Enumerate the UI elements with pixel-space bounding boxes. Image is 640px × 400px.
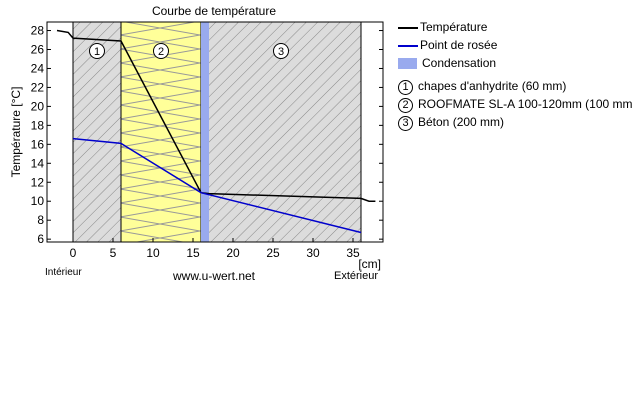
legend-label: Condensation [422, 56, 497, 70]
layer-number-badge: 1 [398, 80, 413, 95]
legend-layer-2: 2 ROOFMATE SL-A 100-120mm (100 mm [398, 97, 633, 113]
x-tick-label: 35 [346, 246, 360, 260]
series-dew-point-line [72, 137, 362, 234]
condensation-zone [201, 22, 209, 242]
y-tick-label: 16 [31, 137, 45, 151]
chart-title: Courbe de température [152, 4, 276, 18]
y-axis-label: Température [°C] [9, 87, 23, 178]
y-tick-label: 6 [37, 232, 44, 246]
legend-dew-point: Point de rosée [398, 38, 497, 52]
condensation-swatch [398, 58, 417, 70]
footer-exterior: Extérieur [334, 270, 378, 282]
layer-2-number: 2 [158, 46, 164, 58]
y-tick-label: 28 [31, 24, 45, 38]
y-tick-label: 22 [31, 80, 45, 94]
y-tick-label: 14 [31, 156, 45, 170]
legend-label: ROOFMATE SL-A 100-120mm (100 mm [418, 97, 633, 111]
y-tick-label: 12 [31, 175, 45, 189]
x-tick-label: 20 [226, 246, 240, 260]
x-tick-label: 5 [110, 246, 117, 260]
x-tick-label: 25 [266, 246, 280, 260]
x-tick-label: 0 [70, 246, 77, 260]
y-tick-label: 20 [31, 99, 45, 113]
layer-number-badge: 3 [398, 116, 413, 131]
y-tick-label: 18 [31, 118, 45, 132]
legend-label: Température [420, 20, 488, 34]
layer-number-badge: 2 [398, 98, 413, 113]
legend-label: Point de rosée [420, 38, 498, 52]
layer-2-marker [153, 43, 169, 59]
y-tick-label: 26 [31, 43, 45, 57]
legend-temperature: Température [398, 20, 487, 34]
legend-layer-1: 1 chapes d'anhydrite (60 mm) [398, 79, 566, 95]
y-tick-label: 10 [31, 194, 45, 208]
x-tick-label: 10 [146, 246, 160, 260]
y-tick-label: 24 [31, 61, 45, 75]
footer-website: www.u-wert.net [172, 269, 256, 282]
x-axis-label: [cm] [358, 257, 381, 271]
x-tick-label: 15 [186, 246, 200, 260]
legend-label: Béton (200 mm) [418, 115, 505, 129]
footer-interior: Intérieur [45, 267, 82, 278]
layer-1-marker [89, 43, 105, 59]
plot-frame [46, 21, 384, 243]
x-tick-label: 30 [306, 246, 320, 260]
blue-line-swatch [398, 44, 418, 47]
legend-condensation: Condensation [398, 56, 496, 70]
legend-layer-3: 3 Béton (200 mm) [398, 115, 504, 131]
legend-label: chapes d'anhydrite (60 mm) [418, 79, 567, 93]
temperature-chart: Courbe de température 1 2 3681012141618202… [9, 4, 384, 282]
chart-area: Courbe de température 1 2 3 6 8 10 12 14 16 18 20 2… [9, 4, 633, 282]
layer-3-number: 3 [278, 46, 284, 58]
layer-3-marker [273, 43, 289, 59]
black-line-swatch [398, 26, 418, 29]
y-tick-label: 8 [37, 213, 44, 227]
layer-1-number: 1 [94, 46, 100, 58]
